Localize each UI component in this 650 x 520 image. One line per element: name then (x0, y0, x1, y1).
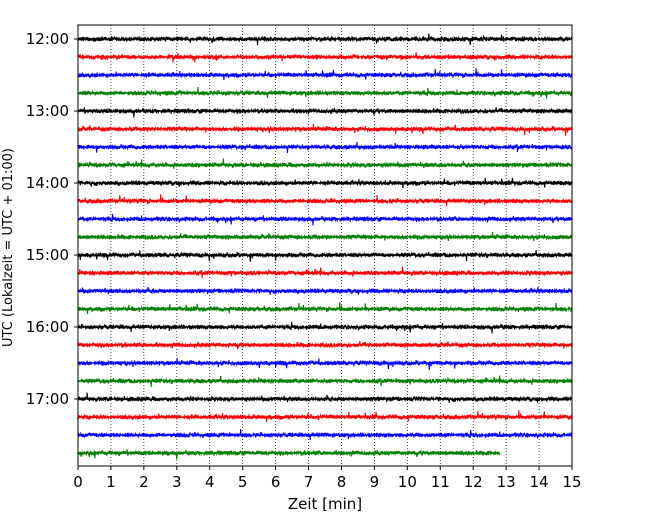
trace-1430 (77, 213, 573, 226)
x-tick-label: 9 (370, 473, 380, 491)
x-axis-ticks: 0 1 2 3 4 5 6 7 8 9 10 11 12 13 14 15 (73, 466, 582, 491)
y-tick-label: 12:00 (26, 30, 69, 48)
trace-1700 (77, 392, 573, 403)
x-tick-label: 7 (304, 473, 314, 491)
x-tick-label: 4 (205, 473, 215, 491)
x-tick-label: 10 (398, 473, 417, 491)
trace-1200 (77, 33, 573, 46)
trace-1300 (77, 107, 573, 118)
trace-1315 (77, 123, 573, 136)
y-axis-label: UTC (Lokalzeit = UTC + 01:00) (1, 148, 16, 347)
y-tick-label: 15:00 (26, 246, 69, 264)
x-tick-label: 5 (238, 473, 248, 491)
trace-1230 (77, 68, 573, 81)
trace-1730 (77, 428, 573, 441)
trace-1415 (77, 194, 573, 207)
y-tick-label: 16:00 (26, 318, 69, 336)
trace-1245 (77, 86, 573, 99)
x-tick-label: 13 (497, 473, 516, 491)
y-tick-label: 13:00 (26, 102, 69, 120)
trace-1600 (77, 321, 573, 334)
trace-1630 (77, 357, 573, 370)
trace-1345 (77, 158, 573, 169)
y-tick-label: 17:00 (26, 390, 69, 408)
trace-1645 (77, 375, 573, 388)
trace-1445 (77, 231, 573, 242)
trace-1515 (77, 266, 573, 279)
x-tick-label: 3 (172, 473, 182, 491)
x-tick-label: 2 (139, 473, 149, 491)
trace-1615 (77, 341, 573, 350)
x-axis-label: Zeit [min] (288, 495, 362, 513)
x-tick-label: 1 (106, 473, 116, 491)
x-tick-label: 15 (562, 473, 581, 491)
x-tick-label: 8 (337, 473, 347, 491)
trace-1500 (77, 249, 573, 262)
x-tick-label: 0 (73, 473, 83, 491)
trace-1400 (77, 177, 573, 189)
x-tick-label: 11 (431, 473, 450, 491)
y-tick-label: 14:00 (26, 174, 69, 192)
trace-1215 (77, 52, 573, 63)
x-tick-label: 6 (271, 473, 281, 491)
trace-1745 (77, 449, 501, 460)
x-tick-label: 14 (530, 473, 549, 491)
y-axis-ticks: 12:00 13:00 14:00 15:00 16:00 17:00 (26, 30, 78, 408)
trace-1530 (77, 286, 573, 295)
trace-1715 (77, 410, 573, 423)
x-tick-label: 12 (464, 473, 483, 491)
trace-1545 (77, 302, 573, 315)
traces (77, 33, 573, 460)
trace-1330 (77, 141, 573, 154)
plot-frame (77, 24, 573, 467)
